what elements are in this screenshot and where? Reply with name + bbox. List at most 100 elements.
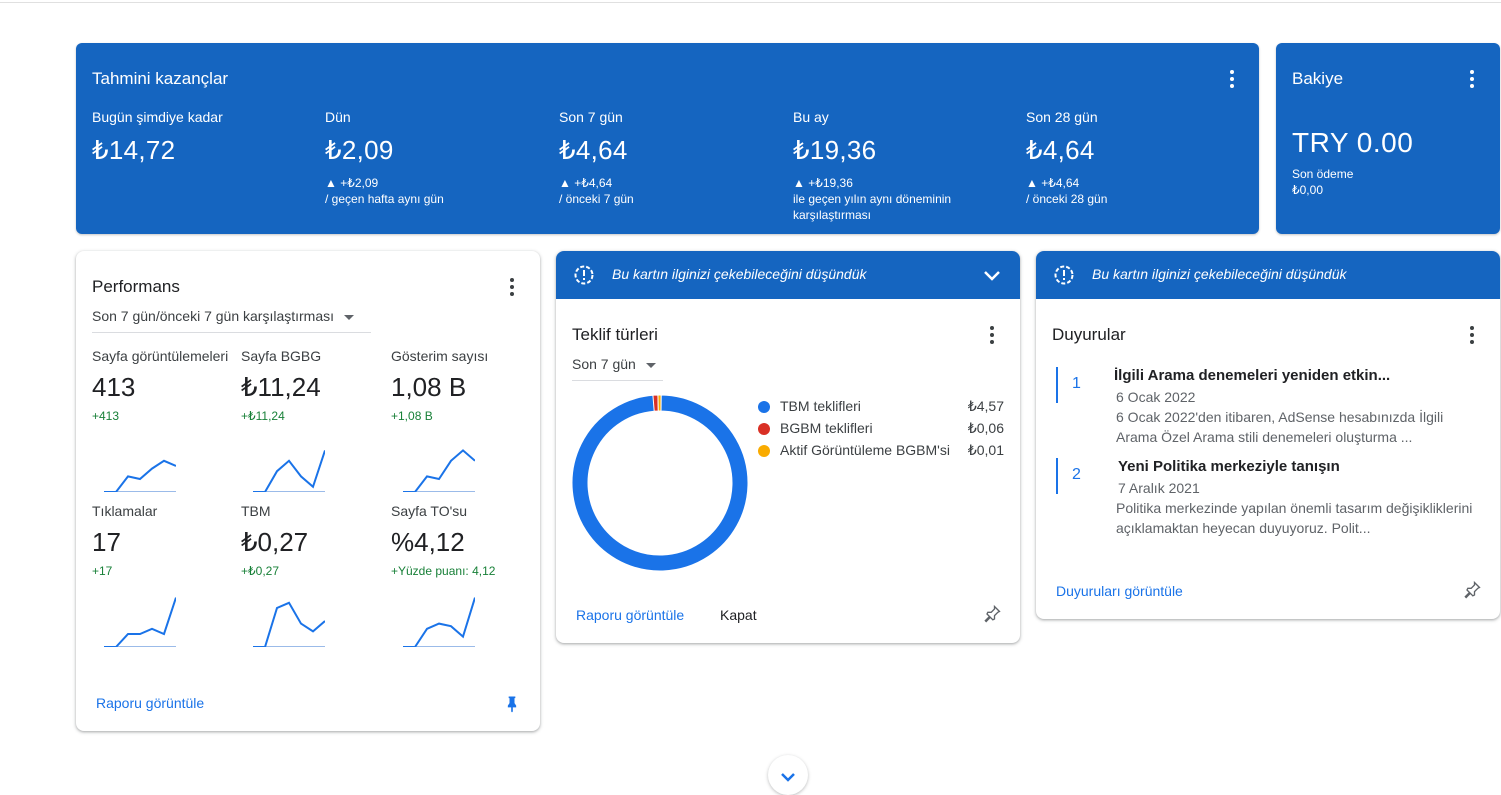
metric-change: +17 [92, 564, 113, 578]
legend-swatch [758, 445, 770, 457]
metric-label: Bu ay [793, 109, 829, 125]
sparkline-line [403, 449, 475, 492]
bid-types-title: Teklif türleri [572, 325, 658, 344]
legend-swatch [758, 401, 770, 413]
lightbulb-insight-icon [574, 265, 594, 285]
pin-icon[interactable] [1462, 579, 1482, 601]
metric-change: +₺11,24 [241, 409, 285, 423]
earnings-metric-last-7-days[interactable]: Son 7 gün ₺4,64 ▲ +₺4,64/ önceki 7 gün [559, 109, 779, 207]
metric-value: 17 [92, 527, 121, 557]
metric-change: ▲ +₺2,09/ geçen hafta aynı gün [325, 176, 444, 206]
metric-change: ▲ +₺4,64/ önceki 28 gün [1026, 176, 1108, 206]
metric-label: Tıklamalar [92, 503, 158, 519]
balance-card: Bakiye TRY 0.00 Son ödeme ₺0,00 [1276, 43, 1500, 234]
earnings-menu-icon[interactable] [1220, 67, 1244, 91]
metric-change: +₺0,27 [241, 564, 279, 578]
bid-types-menu-icon[interactable] [980, 323, 1004, 347]
chevron-down-icon[interactable] [980, 263, 1004, 287]
suggestion-header: Bu kartın ilginizi çekebileceğini düşünd… [1036, 251, 1500, 299]
earnings-metric-today[interactable]: Bugün şimdiye kadar ₺14,72 [92, 109, 312, 166]
announcement-accent-bar [1056, 458, 1058, 494]
sparkline-line [403, 597, 475, 647]
earnings-metric-yesterday[interactable]: Dün ₺2,09 ▲ +₺2,09/ geçen hafta aynı gün [325, 109, 545, 207]
performance-metric[interactable]: Gösterim sayısı 1,08 B +1,08 B [391, 348, 531, 492]
metric-label: Sayfa BGBG [241, 348, 322, 364]
balance-value: TRY 0.00 [1292, 127, 1414, 158]
suggestion-header: Bu kartın ilginizi çekebileceğini düşünd… [556, 251, 1020, 299]
announcements-menu-icon[interactable] [1460, 323, 1484, 347]
donut-slice-tbm[interactable] [571, 394, 749, 572]
top-divider [0, 2, 1501, 3]
lightbulb-insight-icon [1054, 265, 1074, 285]
performance-metric[interactable]: Sayfa görüntülemeleri 413 +413 [92, 348, 232, 492]
metric-label: Sayfa TO'su [391, 503, 468, 519]
sparkline-chart [104, 597, 176, 647]
metric-label: Bugün şimdiye kadar [92, 109, 223, 125]
sparkline-line [104, 597, 176, 647]
announcement-title: İlgili Arama denemeleri yeniden etkin... [1114, 367, 1391, 384]
legend-swatch [758, 423, 770, 435]
metric-change: ▲ +₺4,64/ önceki 7 gün [559, 176, 634, 206]
metric-value: ₺4,64 [1026, 135, 1095, 165]
metric-label: TBM [241, 503, 271, 519]
metric-value: ₺0,27 [241, 527, 309, 557]
performance-metric[interactable]: Sayfa BGBG ₺11,24 +₺11,24 [241, 348, 381, 492]
legend-item: TBM teklifleri ₺4,57 [758, 397, 1004, 419]
metric-value: %4,12 [391, 527, 465, 557]
performance-metric[interactable]: TBM ₺0,27 +₺0,27 [241, 503, 381, 647]
metric-label: Son 7 gün [559, 109, 623, 125]
performance-view-report-link[interactable]: Raporu görüntüle [96, 695, 205, 711]
caret-down-icon [645, 362, 656, 368]
bid-types-view-report-link[interactable]: Raporu görüntüle [576, 607, 685, 623]
metric-value: ₺11,24 [241, 372, 321, 402]
scroll-down-button[interactable] [768, 755, 808, 795]
bid-types-legend: TBM teklifleri ₺4,57 BGBM teklifleri ₺0,06… [758, 397, 1004, 463]
view-announcements-link[interactable]: Duyuruları görüntüle [1056, 583, 1183, 599]
metric-change: +413 [92, 409, 120, 423]
announcement-item[interactable]: 2 Yeni Politika merkeziyle tanışın 7 Ara… [1056, 458, 1476, 538]
metric-value: ₺14,72 [92, 135, 176, 165]
earnings-metric-this-month[interactable]: Bu ay ₺19,36 ▲ +₺19,36 ile geçen yılın ay… [793, 109, 993, 223]
estimated-earnings-card: Tahmini kazançlar Bugün şimdiye kadar ₺1… [76, 43, 1259, 234]
pin-icon[interactable] [982, 603, 1002, 625]
legend-item: Aktif Görüntüleme BGBM'si ₺0,01 [758, 441, 1004, 463]
sparkline-chart [253, 450, 325, 492]
announcement-body: Politika merkezinde yapılan önemli tasar… [1116, 500, 1473, 536]
earnings-metric-last-28-days[interactable]: Son 28 gün ₺4,64 ▲ +₺4,64/ önceki 28 gün [1026, 109, 1246, 207]
metric-label: Dün [325, 109, 351, 125]
suggestion-text: Bu kartın ilginizi çekebileceğini düşünd… [612, 266, 867, 282]
last-payment: Son ödeme ₺0,00 [1292, 167, 1354, 197]
sparkline-chart [253, 601, 325, 647]
balance-menu-icon[interactable] [1460, 67, 1484, 91]
performance-menu-icon[interactable] [500, 275, 524, 299]
announcement-item[interactable]: 1 İlgili Arama denemeleri yeniden etkin.… [1056, 367, 1476, 447]
metric-label: Son 28 gün [1026, 109, 1098, 125]
chevron-down-icon [781, 773, 795, 782]
announcements-card: Bu kartın ilginizi çekebileceğini düşünd… [1036, 251, 1500, 619]
bid-types-period-dropdown[interactable]: Son 7 gün [572, 356, 663, 381]
performance-card: Performans Son 7 gün/önceki 7 gün karşıl… [76, 251, 540, 731]
sparkline-chart [403, 449, 475, 492]
announcement-title: Yeni Politika merkeziyle tanışın [1118, 458, 1340, 475]
pin-icon[interactable] [502, 693, 522, 715]
sparkline-line [253, 450, 325, 492]
bid-types-card: Bu kartın ilginizi çekebileceğini düşünd… [556, 251, 1020, 643]
metric-value: ₺4,64 [559, 135, 628, 165]
metric-label: Gösterim sayısı [391, 348, 489, 364]
metric-label: Sayfa görüntülemeleri [92, 348, 229, 364]
performance-period-dropdown[interactable]: Son 7 gün/önceki 7 gün karşılaştırması [92, 308, 371, 333]
sparkline-chart [104, 459, 176, 492]
legend-item: BGBM teklifleri ₺0,06 [758, 419, 1004, 441]
announcement-accent-bar [1056, 367, 1058, 403]
announcement-date: 6 Ocak 2022 [1116, 389, 1196, 405]
close-button[interactable]: Kapat [720, 607, 757, 623]
metric-value: 1,08 B [391, 372, 467, 402]
performance-title: Performans [92, 277, 180, 296]
performance-metric[interactable]: Sayfa TO'su %4,12 +Yüzde puanı: 4,12 [391, 503, 531, 647]
metric-value: 413 [92, 372, 136, 402]
earnings-title: Tahmini kazançlar [92, 69, 229, 88]
announcements-title: Duyurular [1052, 325, 1126, 344]
performance-metric[interactable]: Tıklamalar 17 +17 [92, 503, 232, 647]
sparkline-chart [403, 597, 475, 647]
metric-value: ₺2,09 [325, 135, 394, 165]
